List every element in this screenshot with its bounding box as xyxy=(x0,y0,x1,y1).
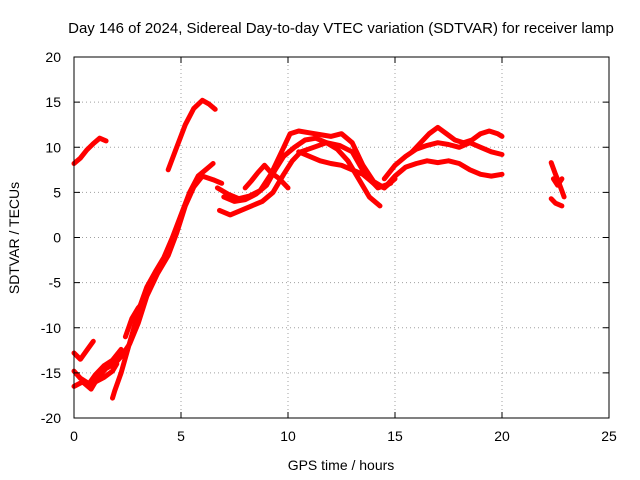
series-arc-2 xyxy=(71,338,96,362)
series-arc-1 xyxy=(71,135,109,166)
series-arc-18 xyxy=(550,176,565,188)
series-arc-5 xyxy=(92,361,120,385)
series-arc-17 xyxy=(548,196,565,209)
data-series xyxy=(71,97,567,401)
series-arc-8 xyxy=(165,97,218,173)
y-tick-label: -15 xyxy=(41,365,61,381)
series-arc-15 xyxy=(409,124,505,155)
x-tick-label: 10 xyxy=(280,428,296,444)
series-arc-3 xyxy=(71,346,124,387)
x-tick-label: 0 xyxy=(70,428,78,444)
y-tick-label: 0 xyxy=(53,230,61,246)
x-tick-label: 15 xyxy=(387,428,403,444)
x-tick-label: 25 xyxy=(601,428,617,444)
x-axis-label: GPS time / hours xyxy=(288,457,395,473)
x-tick-label: 5 xyxy=(177,428,185,444)
series-arc-7 xyxy=(122,298,148,340)
series-arc-14 xyxy=(381,140,505,182)
y-axis-label: SDTVAR / TECUs xyxy=(6,182,22,294)
grid-lines xyxy=(74,57,609,418)
chart-title: Day 146 of 2024, Sidereal Day-to-day VTE… xyxy=(68,20,614,37)
x-tick-labels: 0 5 10 15 20 25 xyxy=(70,428,617,444)
series-arc-12 xyxy=(242,162,291,191)
y-tick-label: 5 xyxy=(53,184,61,200)
y-tick-label: 15 xyxy=(45,94,61,110)
y-tick-label: 20 xyxy=(45,49,61,65)
y-tick-label: -20 xyxy=(41,410,61,426)
y-tick-label: -5 xyxy=(49,275,62,291)
series-arc-6 xyxy=(110,161,216,401)
series-arc-16 xyxy=(548,160,567,200)
x-tick-label: 20 xyxy=(494,428,510,444)
series-arc-13 xyxy=(296,149,505,191)
series-arc-10 xyxy=(217,140,394,218)
y-tick-labels: -20 -15 -10 -5 0 5 10 15 20 xyxy=(41,49,61,426)
axis-ticks xyxy=(73,56,610,419)
y-tick-label: -10 xyxy=(41,320,61,336)
y-tick-label: 10 xyxy=(45,139,61,155)
